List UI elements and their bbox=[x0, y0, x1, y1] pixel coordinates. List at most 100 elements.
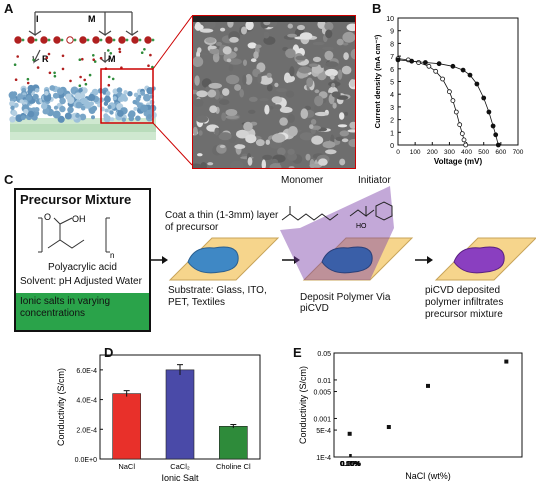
y-tick-label: 3 bbox=[390, 105, 394, 112]
sem-grain bbox=[342, 42, 349, 46]
scattered-molecule-dot bbox=[26, 77, 30, 81]
scattered-molecule-dot bbox=[118, 50, 122, 54]
series-1-point bbox=[459, 131, 465, 137]
x-tick-label: 400 bbox=[461, 149, 472, 156]
grain-particle bbox=[135, 96, 141, 102]
series-1-point bbox=[463, 142, 469, 148]
arrow-2-icon bbox=[294, 256, 300, 264]
grain-particle bbox=[112, 96, 117, 101]
sem-grain bbox=[346, 23, 355, 32]
sem-grain bbox=[197, 47, 202, 53]
scattered-molecule-dot bbox=[118, 47, 121, 51]
grain-particle bbox=[52, 110, 61, 119]
grain-particle bbox=[80, 105, 86, 111]
series-1-point bbox=[453, 109, 459, 115]
sem-grain bbox=[225, 74, 240, 85]
sem-grain bbox=[263, 31, 270, 39]
sem-grain bbox=[241, 26, 247, 35]
grain-particle bbox=[135, 115, 141, 122]
sem-grain bbox=[248, 109, 256, 114]
precursor-mixture-box: Precursor Mixture O OH n Polyacrylic aci… bbox=[14, 188, 151, 332]
y-tick-label: 2.0E-4 bbox=[76, 427, 97, 434]
precursor-molecule-dot bbox=[53, 36, 61, 44]
scattered-molecule-dot bbox=[92, 54, 95, 57]
x-tick-label: 500 bbox=[478, 149, 489, 156]
y-tick-label: 1E-4 bbox=[316, 455, 331, 462]
sem-grain bbox=[200, 162, 207, 168]
scattered-molecule-dot bbox=[83, 78, 86, 82]
sem-grain bbox=[253, 51, 259, 59]
sem-grain bbox=[342, 31, 355, 43]
sem-grain bbox=[220, 27, 226, 32]
sem-grain bbox=[229, 36, 239, 43]
y-tick-label: 5E-4 bbox=[316, 428, 331, 435]
sem-grain bbox=[279, 117, 288, 126]
sem-grain bbox=[255, 139, 265, 147]
series-1-point bbox=[426, 63, 432, 69]
green-molecule-dot bbox=[112, 38, 116, 42]
sem-grain bbox=[245, 73, 253, 85]
monomer-structure-icon bbox=[281, 206, 339, 221]
series-2-point bbox=[436, 61, 442, 67]
grain-particle bbox=[56, 88, 64, 95]
green-molecule-dot bbox=[47, 38, 51, 42]
sem-grain bbox=[219, 99, 230, 105]
sem-grain bbox=[194, 75, 200, 86]
grain-particle bbox=[34, 107, 40, 113]
y-tick-label: 4.0E-4 bbox=[76, 398, 97, 405]
sem-grain bbox=[305, 153, 311, 161]
sem-grain bbox=[287, 152, 297, 161]
sem-grain bbox=[310, 119, 317, 125]
precursor-molecule-dot bbox=[79, 36, 87, 44]
scattered-molecule-dot bbox=[78, 84, 82, 87]
panel-label-b: B bbox=[372, 1, 382, 16]
scattered-molecule-dot bbox=[79, 75, 82, 79]
sem-grain bbox=[314, 89, 320, 94]
sem-grain bbox=[314, 104, 321, 113]
sem-grain bbox=[239, 89, 244, 98]
monomer-label: Monomer bbox=[281, 175, 324, 186]
grain-particle bbox=[140, 91, 146, 96]
sem-grain bbox=[331, 82, 336, 88]
grain-particle bbox=[79, 113, 87, 121]
grain-particle bbox=[34, 88, 40, 93]
grain-particle bbox=[105, 91, 111, 96]
sem-grain bbox=[337, 69, 343, 80]
y-tick-label: 0.0E+0 bbox=[75, 457, 97, 464]
scattered-molecule-dot bbox=[143, 48, 146, 51]
precursor-molecule-dot bbox=[27, 36, 35, 44]
green-molecule-dot bbox=[73, 38, 77, 42]
grain-particle bbox=[109, 110, 114, 115]
sem-grain bbox=[299, 132, 314, 141]
y-axis-label: Current density (mA cm⁻²) bbox=[373, 34, 382, 128]
chart-d-conductivity-bar: 0.0E+0 2.0E-4 4.0E-4 6.0E-4 NaCl CaCl₂ Choline… bbox=[56, 354, 261, 483]
x-tick-label: Choline Cl bbox=[216, 462, 251, 471]
sem-grain bbox=[325, 29, 333, 39]
grain-particle bbox=[140, 104, 149, 113]
sem-grain bbox=[289, 66, 295, 77]
precursor-molecule-dot bbox=[40, 36, 48, 44]
grain-particle bbox=[42, 107, 50, 115]
sem-grain bbox=[339, 112, 345, 120]
sem-grain bbox=[215, 41, 222, 46]
ionic-salts-box: Ionic salts in varying concentrations bbox=[16, 293, 149, 330]
precursor-coating bbox=[187, 246, 239, 274]
sem-grain bbox=[269, 163, 282, 168]
sem-grain bbox=[339, 130, 349, 137]
sem-grain bbox=[198, 130, 203, 136]
label-R: R bbox=[42, 54, 49, 64]
y-tick-label: 7 bbox=[390, 54, 394, 61]
precursor-molecule-dot bbox=[92, 36, 100, 44]
sem-grain bbox=[265, 139, 270, 145]
sem-grain bbox=[248, 96, 258, 102]
y-axis-label: Conductivity (S/cm) bbox=[298, 366, 308, 444]
sem-grain bbox=[287, 148, 295, 155]
y-tick-label: 5 bbox=[390, 80, 394, 87]
sem-grain bbox=[209, 48, 220, 55]
substrate-text: Substrate: Glass, ITO, PET, Textiles bbox=[168, 285, 267, 308]
sem-grain bbox=[247, 157, 253, 166]
grain-particle bbox=[143, 93, 151, 102]
sem-grain bbox=[320, 60, 325, 68]
grain-particle bbox=[32, 93, 39, 100]
sem-grain bbox=[266, 84, 273, 92]
